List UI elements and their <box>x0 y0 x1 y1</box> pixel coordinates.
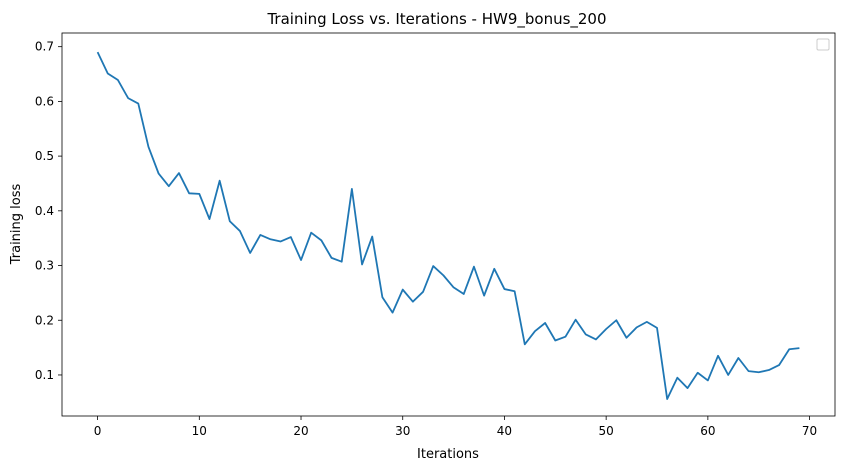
y-tick-label: 0.4 <box>35 204 54 218</box>
y-tick-label: 0.2 <box>35 313 54 327</box>
x-axis-label: Iterations <box>417 447 479 462</box>
loss-series-line <box>96 51 800 400</box>
y-axis: 0.1 0.2 0.3 0.4 0.5 0.6 0.7 <box>35 40 62 382</box>
y-tick-label: 0.3 <box>35 259 54 273</box>
y-tick-label: 0.5 <box>35 149 54 163</box>
y-tick-label: 0.7 <box>35 40 54 54</box>
x-tick-label: 20 <box>293 424 308 438</box>
x-tick-label: 30 <box>395 424 410 438</box>
plot-area: 0 10 20 30 40 50 60 70 0.1 0.2 0.3 0.4 0.5 0.6 0.7 <box>35 32 836 438</box>
plot-frame <box>61 32 836 417</box>
y-tick-label: 0.1 <box>35 368 54 382</box>
y-tick-label: 0.6 <box>35 94 54 108</box>
x-tick-label: 50 <box>599 424 614 438</box>
x-tick-label: 60 <box>700 424 715 438</box>
legend-box <box>816 38 830 51</box>
x-axis: 0 10 20 30 40 50 60 70 <box>94 416 817 438</box>
x-tick-label: 40 <box>497 424 512 438</box>
x-tick-label: 0 <box>94 424 102 438</box>
x-tick-label: 10 <box>192 424 207 438</box>
chart-title: Training Loss vs. Iterations - HW9_bonus… <box>266 10 606 29</box>
x-tick-label: 70 <box>802 424 817 438</box>
y-axis-label: Training loss <box>9 184 24 266</box>
